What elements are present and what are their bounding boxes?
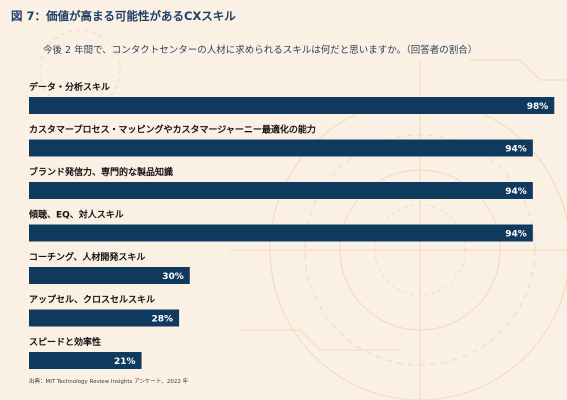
- bar-category-label: アップセル、クロスセルスキル: [29, 294, 155, 306]
- bar-value-label: 94%: [505, 230, 527, 240]
- bar: [29, 224, 533, 242]
- bar-category-label: 傾聴、EQ、対人スキル: [28, 209, 124, 221]
- chart-subtitle: 今後 2 年間で、コンタクトセンターの人材に求められるスキルは何だと思いますか。…: [43, 45, 478, 56]
- figure-title: 図 7：価値が高まる可能性があるCXスキル: [11, 9, 236, 23]
- bar: [29, 352, 142, 369]
- bar-category-label: スピードと効率性: [29, 336, 101, 348]
- bar-value-label: 94%: [505, 145, 527, 155]
- bar-value-label: 94%: [505, 187, 527, 197]
- bar-category-label: ブランド発信力、専門的な製品知識: [29, 166, 173, 178]
- bar: [29, 97, 555, 114]
- source-note: 出典：MIT Technology Review Insights アンケート、…: [29, 379, 189, 385]
- bar: [29, 139, 533, 157]
- bar-category-label: カスタマープロセス・マッピングやカスタマージャーニー最適化の能力: [29, 124, 316, 136]
- bar-value-label: 28%: [152, 315, 174, 325]
- bar-category-label: コーチング、人材開発スキル: [29, 251, 145, 263]
- bar-value-label: 30%: [162, 272, 184, 282]
- bar-value-label: 98%: [527, 102, 549, 112]
- bar: [29, 267, 190, 284]
- bar-category-label: データ・分析スキル: [29, 81, 110, 93]
- bar: [29, 309, 180, 327]
- bar: [29, 182, 533, 199]
- bar-value-label: 21%: [114, 357, 136, 367]
